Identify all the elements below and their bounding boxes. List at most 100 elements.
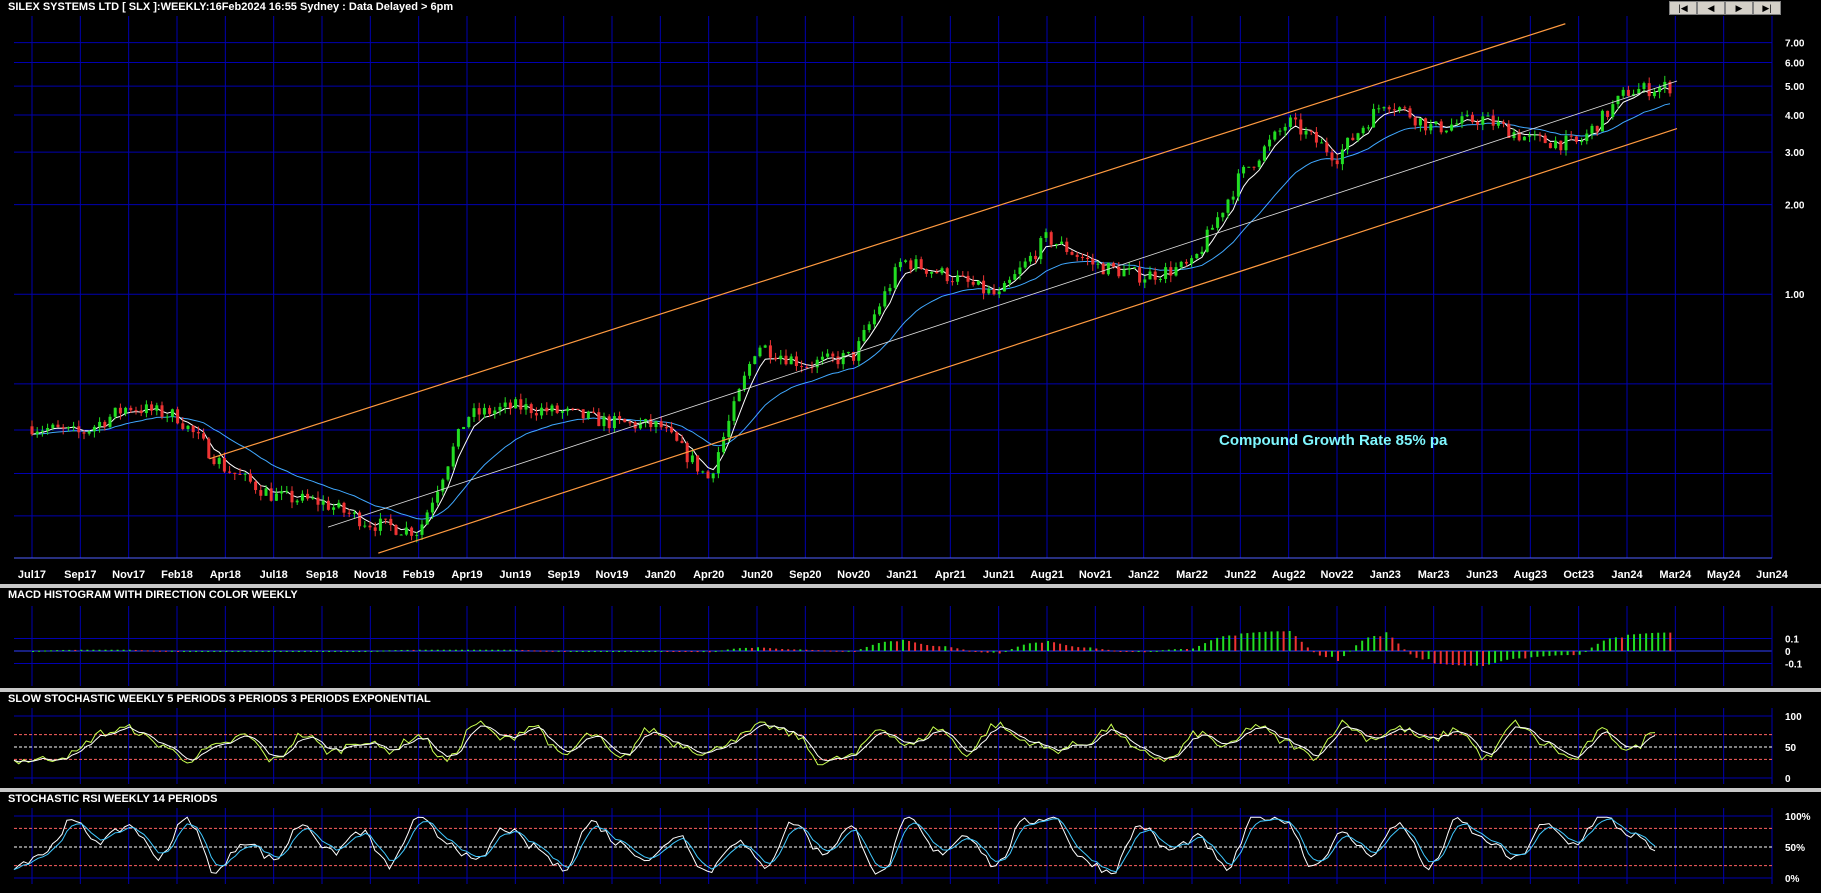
macd-bar — [950, 647, 953, 651]
candle-body — [181, 423, 185, 429]
candle-body — [592, 411, 596, 413]
x-tick-label: Oct23 — [1563, 569, 1594, 581]
candle-body — [774, 357, 778, 360]
candle-body — [1112, 263, 1116, 267]
candle-body — [1574, 136, 1578, 142]
macd-bar — [1192, 648, 1194, 651]
candle-body — [1169, 267, 1173, 276]
candle-body — [384, 518, 388, 520]
candle-body — [1080, 256, 1084, 258]
candle-body — [753, 356, 757, 364]
candle-body — [555, 405, 559, 413]
stochastic-d-line — [13, 723, 1656, 763]
macd-bar — [1210, 640, 1213, 651]
candle-body — [134, 410, 138, 412]
macd-bar — [1161, 650, 1164, 652]
macd-bar — [817, 650, 820, 652]
candle-body — [519, 399, 523, 410]
candle-body — [1299, 119, 1303, 135]
prev-icon[interactable]: ◀ — [1697, 1, 1725, 15]
macd-bar — [1258, 632, 1261, 651]
candle-body — [1351, 137, 1355, 141]
channel-middle-line — [327, 80, 1678, 528]
candle-body — [1132, 267, 1136, 269]
macd-bar — [642, 651, 645, 652]
stochrsi-chart: 100% 50% 0% — [13, 808, 1811, 885]
macd-bar — [448, 649, 451, 651]
candle-body — [1008, 279, 1012, 283]
candle-body — [1496, 121, 1500, 126]
macd-bar — [50, 650, 53, 652]
price-panel: SILEX SYSTEMS LTD [ SLX ]:WEEKLY:16Feb20… — [8, 1, 1805, 581]
candle-body — [160, 405, 164, 417]
candle-body — [1600, 110, 1604, 132]
macd-bar — [152, 650, 155, 652]
candle-body — [1418, 118, 1422, 126]
next-icon[interactable]: ▶ — [1725, 1, 1753, 15]
candle-body — [888, 287, 892, 292]
candle-body — [862, 330, 866, 342]
macd-bar — [1482, 651, 1484, 666]
macd-bar — [1065, 645, 1068, 651]
candle-body — [1517, 132, 1521, 141]
candle-body — [836, 356, 840, 365]
candle-body — [524, 404, 528, 410]
candle-body — [1049, 232, 1053, 245]
last-icon[interactable]: ▶| — [1753, 1, 1781, 15]
macd-bar — [1034, 642, 1037, 651]
candle-body — [118, 407, 122, 414]
candle-body — [222, 458, 226, 472]
macd-bar — [1125, 651, 1128, 652]
macd-bar — [237, 651, 240, 652]
candle-body — [748, 363, 752, 376]
candle-body — [940, 268, 944, 274]
first-icon[interactable]: |◀ — [1669, 1, 1697, 15]
candle-body — [1320, 142, 1324, 144]
candle-body — [1548, 143, 1552, 149]
candle-body — [950, 281, 954, 283]
candle-body — [722, 436, 726, 453]
candle-body — [1491, 115, 1495, 126]
growth-annotation: Compound Growth Rate 85% pa — [1219, 432, 1448, 449]
candle-body — [243, 473, 247, 475]
macd-bar — [267, 651, 270, 652]
macd-bar — [1536, 651, 1539, 657]
macd-bar — [1663, 632, 1666, 651]
macd-bar — [207, 651, 210, 652]
macd-bar — [1475, 651, 1478, 666]
candle-body — [1413, 117, 1417, 126]
macd-bar — [412, 649, 415, 651]
macd-bar — [1294, 636, 1297, 651]
x-tick-label: Sep18 — [306, 569, 338, 581]
candle-body — [597, 412, 601, 427]
macd-bar — [1095, 648, 1098, 651]
candle-body — [352, 512, 356, 514]
macd-bar — [775, 648, 778, 651]
macd-bar — [219, 651, 222, 652]
candle-body — [368, 525, 372, 528]
x-tick-label: Jun19 — [499, 569, 531, 581]
candle-body — [1372, 108, 1376, 128]
x-tick-label: Nov17 — [112, 569, 145, 581]
macd-bar — [998, 651, 1001, 654]
macd-bar — [992, 651, 995, 653]
candle-body — [1164, 267, 1168, 279]
x-tick-label: Jun20 — [741, 569, 773, 581]
price-chart: Jul17 Sep17 Nov17 Feb18 Apr18 Jul18 Sep18 Nov18… — [14, 16, 1805, 581]
macd-bar — [1463, 651, 1466, 666]
macd-bar — [1584, 651, 1587, 652]
macd-bar — [920, 643, 923, 651]
candle-body — [935, 271, 939, 274]
candle-body — [581, 409, 585, 419]
candle-body — [701, 471, 705, 473]
candle-body — [1444, 130, 1448, 133]
candle-body — [72, 426, 76, 428]
macd-bar — [1119, 651, 1122, 652]
candle-body — [1138, 267, 1142, 283]
panel-divider — [0, 688, 1821, 692]
candle-body — [919, 259, 923, 269]
candle-body — [924, 268, 928, 274]
macd-bar — [394, 650, 397, 652]
x-tick-label: Nov21 — [1079, 569, 1112, 581]
macd-bar — [261, 651, 264, 652]
